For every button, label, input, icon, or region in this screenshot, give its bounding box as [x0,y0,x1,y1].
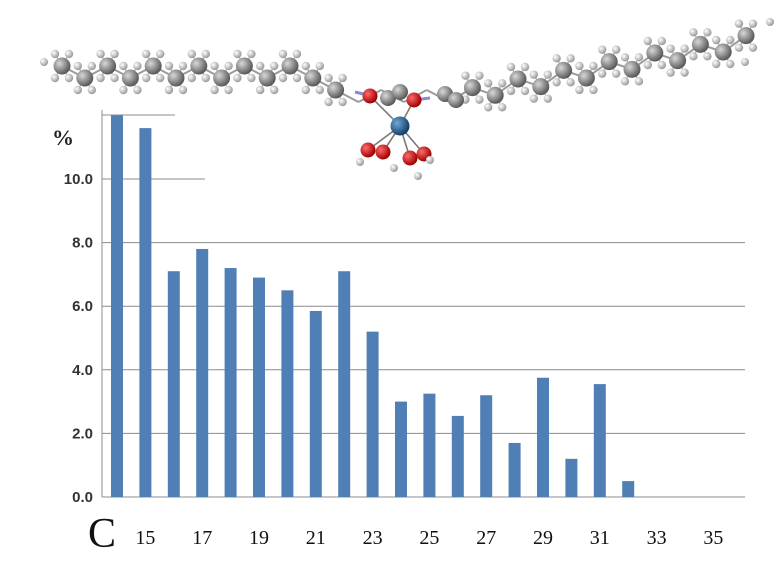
bar-c16 [167,271,180,497]
bar-c21 [309,310,322,497]
x-tick-label: 17 [192,527,212,549]
bar-c23 [366,331,379,497]
bar-c29 [537,377,549,497]
y-axis-label: % [52,125,74,150]
bar-c19 [253,277,265,497]
x-axis-ticks: 15 17 19 21 23 25 27 29 31 33 35 [135,527,723,549]
x-tick-label: 23 [363,527,383,549]
x-tick-label: 33 [647,527,667,549]
bar-c14 [111,115,123,498]
bars [111,115,635,498]
x-axis-label: C [88,511,116,557]
x-tick-label: 19 [249,527,269,549]
bar-c22 [338,271,351,497]
bar-c26 [451,415,464,497]
x-tick-label: 29 [533,527,553,549]
y-tick-label: 0.0 [72,489,93,506]
x-tick-label: 27 [476,527,496,549]
y-tick-label: 2.0 [72,425,93,442]
bar-c20 [281,290,294,497]
y-tick-label: 8.0 [72,235,93,252]
x-tick-label: 31 [590,527,610,549]
bar-c18 [224,268,237,497]
y-axis-ticks: 0.0 2.0 4.0 6.0 8.0 10.0 [64,171,93,506]
bar-c24 [395,401,407,497]
bar-c28 [508,442,521,497]
bar-c15 [139,128,152,497]
bar-c25 [423,393,436,497]
bar-c31 [593,384,606,497]
x-tick-label: 21 [306,527,326,549]
x-tick-label: 25 [419,527,439,549]
bar-c32 [622,481,635,497]
x-tick-label: 15 [135,527,155,549]
x-tick-label: 35 [703,527,723,549]
bar-c17 [196,248,209,497]
bar-c27 [480,395,493,497]
y-tick-label: 4.0 [72,362,93,379]
y-tick-label: 10.0 [64,171,93,188]
y-tick-label: 6.0 [72,298,93,315]
bar-c30 [565,458,578,497]
molecule-illustration [40,18,774,180]
